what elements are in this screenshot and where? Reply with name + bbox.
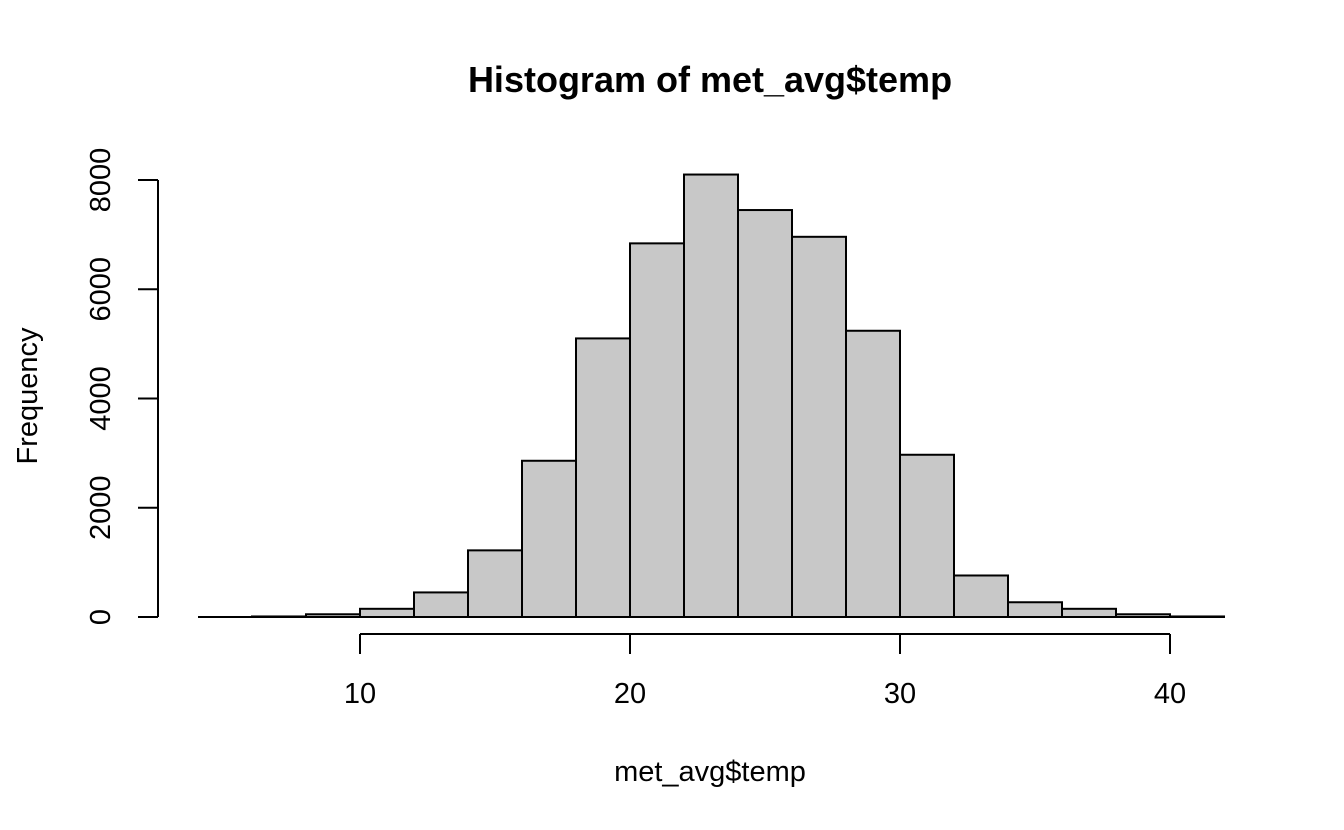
histogram-bar — [737, 209, 793, 618]
y-tick-label: 2000 — [85, 475, 117, 540]
histogram-bar — [629, 242, 685, 619]
x-tick-label: 10 — [344, 678, 376, 710]
histogram-bar — [467, 549, 523, 618]
y-axis-label: Frequency — [12, 327, 44, 465]
y-tick-label: 0 — [85, 609, 117, 625]
histogram-bars — [251, 173, 1225, 619]
histogram-bar — [413, 591, 469, 619]
histogram-bar — [1007, 601, 1063, 618]
x-tick-label: 20 — [614, 678, 646, 710]
x-axis: 10 20 30 40 — [344, 633, 1186, 710]
chart-title: Histogram of met_avg$temp — [468, 59, 952, 100]
histogram-bar — [953, 574, 1009, 618]
histogram-bar — [791, 235, 847, 618]
histogram-bar — [1061, 607, 1117, 619]
x-tick-label: 30 — [884, 678, 916, 710]
histogram-bar — [521, 459, 577, 618]
y-axis: 0 2000 4000 6000 8000 — [85, 148, 159, 625]
y-tick-label: 4000 — [85, 366, 117, 431]
histogram-bar — [575, 337, 631, 618]
histogram-bar — [359, 607, 415, 619]
x-axis-label: met_avg$temp — [614, 756, 806, 788]
histogram-bar — [683, 173, 739, 618]
x-tick-label: 40 — [1154, 678, 1186, 710]
histogram-bar — [845, 329, 901, 618]
y-tick-label: 8000 — [85, 148, 117, 213]
y-tick-label: 6000 — [85, 257, 117, 322]
histogram-bar — [899, 453, 955, 619]
